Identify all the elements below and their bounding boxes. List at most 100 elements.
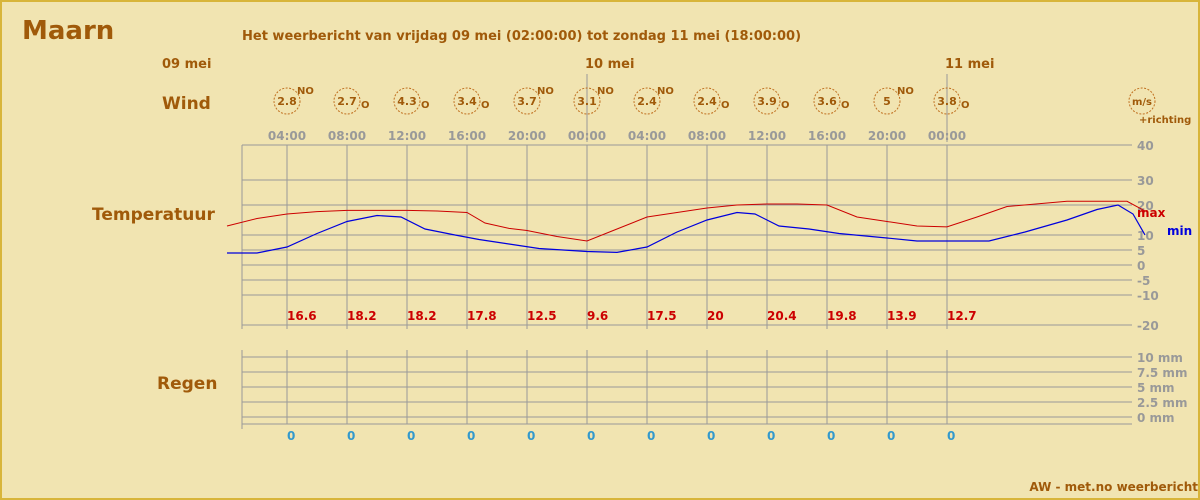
- rain-value: 0: [347, 429, 355, 443]
- hour-tick-label: 00:00: [568, 129, 606, 143]
- max-temp-value: 12.5: [527, 309, 557, 323]
- rain-value: 0: [407, 429, 415, 443]
- rain-value: 0: [707, 429, 715, 443]
- wind-speed: 2.4: [697, 95, 717, 108]
- wind-circle: [573, 87, 601, 115]
- max-temp-value: 18.2: [407, 309, 437, 323]
- max-temp-value: 17.8: [467, 309, 497, 323]
- date-label: 09 mei: [162, 57, 212, 72]
- max-temp-value: 18.2: [347, 309, 377, 323]
- rain-tick-label: 5 mm: [1137, 381, 1175, 395]
- wind-circle: [513, 87, 541, 115]
- wind-direction: NO: [297, 86, 314, 97]
- wind-speed: 3.6: [817, 95, 837, 108]
- rain-tick-label: 0 mm: [1137, 411, 1175, 425]
- min-temp-line: [227, 204, 1146, 254]
- wind-direction: O: [721, 100, 730, 111]
- max-temp-value: 16.6: [287, 309, 317, 323]
- rain-value: 0: [287, 429, 295, 443]
- rain-value: 0: [827, 429, 835, 443]
- wind-circle: [693, 87, 721, 115]
- rain-value: 0: [887, 429, 895, 443]
- wind-direction-note: +richting: [1139, 115, 1191, 126]
- hour-tick-label: 00:00: [928, 129, 966, 143]
- wind-direction: NO: [897, 86, 914, 97]
- max-temp-value: 13.9: [887, 309, 917, 323]
- rain-tick-label: 10 mm: [1137, 351, 1183, 365]
- wind-circle: [933, 87, 961, 115]
- rain-value: 0: [527, 429, 535, 443]
- temperature-row-label: Temperatuur: [92, 205, 215, 225]
- legend-min: min: [1167, 224, 1192, 238]
- max-temp-value: 19.8: [827, 309, 857, 323]
- hour-tick-label: 08:00: [328, 129, 366, 143]
- wind-circle: [633, 87, 661, 115]
- legend-max: max: [1137, 206, 1166, 220]
- wind-direction: NO: [537, 86, 554, 97]
- max-temp-value: 20: [707, 309, 724, 323]
- wind-circle: [273, 87, 301, 115]
- wind-speed: 3.1: [577, 95, 597, 108]
- rain-tick-label: 2.5 mm: [1137, 396, 1187, 410]
- wind-direction: NO: [657, 86, 674, 97]
- rain-tick-label: 7.5 mm: [1137, 366, 1187, 380]
- wind-circle: [393, 87, 421, 115]
- forecast-subtitle: Het weerbericht van vrijdag 09 mei (02:0…: [242, 29, 802, 44]
- temp-tick-label: 30: [1137, 174, 1154, 188]
- wind-direction: O: [361, 100, 370, 111]
- wind-direction: O: [841, 100, 850, 111]
- hour-tick-label: 12:00: [748, 129, 786, 143]
- wind-circle: [873, 87, 901, 115]
- hour-tick-label: 16:00: [808, 129, 846, 143]
- max-temp-value: 12.7: [947, 309, 977, 323]
- rain-value: 0: [767, 429, 775, 443]
- wind-direction: O: [781, 100, 790, 111]
- wind-speed: 3.8: [937, 95, 957, 108]
- hour-tick-label: 20:00: [868, 129, 906, 143]
- wind-direction: NO: [597, 86, 614, 97]
- date-label: 11 mei: [945, 57, 995, 72]
- wind-unit-label: m/s: [1132, 97, 1152, 108]
- wind-direction: O: [421, 100, 430, 111]
- temp-tick-label: -20: [1137, 319, 1159, 333]
- rain-value: 0: [587, 429, 595, 443]
- wind-circle: [453, 87, 481, 115]
- wind-row-label: Wind: [162, 94, 211, 114]
- hour-tick-label: 04:00: [628, 129, 666, 143]
- max-temp-line: [226, 200, 1146, 242]
- temp-tick-label: 10: [1137, 229, 1154, 243]
- wind-circle: [753, 87, 781, 115]
- wind-speed: 2.7: [337, 95, 357, 108]
- wind-unit-circle: [1128, 87, 1156, 115]
- wind-speed: 5: [883, 95, 891, 108]
- rain-value: 0: [467, 429, 475, 443]
- hour-tick-label: 20:00: [508, 129, 546, 143]
- wind-speed: 3.9: [757, 95, 777, 108]
- rain-value: 0: [647, 429, 655, 443]
- temp-tick-label: -10: [1137, 289, 1159, 303]
- temp-tick-label: 40: [1137, 139, 1154, 153]
- wind-speed: 4.3: [397, 95, 417, 108]
- wind-speed: 2.8: [277, 95, 297, 108]
- max-temp-value: 20.4: [767, 309, 797, 323]
- wind-direction: O: [481, 100, 490, 111]
- hour-tick-label: 12:00: [388, 129, 426, 143]
- date-label: 10 mei: [585, 57, 635, 72]
- wind-circle: [813, 87, 841, 115]
- temp-tick-label: -5: [1137, 274, 1150, 288]
- max-temp-value: 17.5: [647, 309, 677, 323]
- rain-value: 0: [947, 429, 955, 443]
- wind-circle: [333, 87, 361, 115]
- hour-tick-label: 04:00: [268, 129, 306, 143]
- hour-tick-label: 16:00: [448, 129, 486, 143]
- max-temp-value: 9.6: [587, 309, 608, 323]
- wind-speed: 2.4: [637, 95, 657, 108]
- wind-speed: 3.4: [457, 95, 477, 108]
- temp-tick-label: 0: [1137, 259, 1145, 273]
- wind-direction: O: [961, 100, 970, 111]
- city-title: Maarn: [22, 16, 115, 46]
- temp-tick-label: 5: [1137, 244, 1145, 258]
- rain-row-label: Regen: [157, 374, 218, 394]
